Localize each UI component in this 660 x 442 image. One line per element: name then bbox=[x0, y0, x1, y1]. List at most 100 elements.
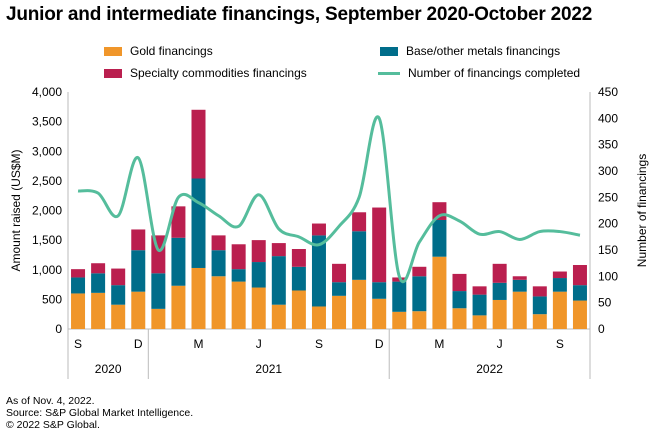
bar-specialty bbox=[211, 235, 226, 251]
year-label: 2021 bbox=[255, 362, 282, 376]
legend-label: Gold financings bbox=[130, 44, 213, 58]
bar-gold bbox=[191, 267, 206, 329]
x-tick-label: M bbox=[434, 337, 444, 351]
legend-base: Base/other metals financings bbox=[380, 44, 560, 58]
bar-base bbox=[512, 279, 527, 292]
bar-specialty bbox=[472, 286, 487, 295]
bar-base bbox=[352, 231, 367, 280]
y2-tick-label: 300 bbox=[598, 164, 618, 178]
bar-specialty bbox=[171, 206, 186, 238]
y-tick-label: 4,000 bbox=[32, 85, 62, 99]
x-tick-label: D bbox=[134, 337, 143, 351]
y-tick-label: 500 bbox=[42, 292, 62, 306]
bar-base bbox=[432, 219, 447, 257]
y-tick-label: 2,500 bbox=[32, 174, 62, 188]
chart-title: Junior and intermediate financings, Sept… bbox=[6, 4, 593, 25]
y-axis-label: Amount raised (US$M) bbox=[9, 149, 23, 271]
footer-source: Source: S&P Global Market Intelligence. bbox=[6, 407, 194, 419]
legend-label: Specialty commodities financings bbox=[130, 66, 307, 80]
bar-gold bbox=[392, 311, 407, 329]
x-tick-label: J bbox=[497, 337, 503, 351]
bar-specialty bbox=[71, 269, 86, 278]
bar-base bbox=[111, 285, 126, 305]
x-tick-label: D bbox=[375, 337, 384, 351]
y2-tick-label: 250 bbox=[598, 190, 618, 204]
bar-base bbox=[311, 235, 326, 307]
bar-gold bbox=[111, 304, 126, 329]
bar-gold bbox=[412, 311, 427, 329]
bar-base bbox=[271, 256, 286, 305]
y2-tick-label: 200 bbox=[598, 217, 618, 231]
bar-gold bbox=[211, 276, 226, 329]
legend-count: Number of financings completed bbox=[378, 66, 580, 80]
bar-specialty bbox=[251, 240, 266, 263]
bar-gold bbox=[472, 315, 487, 329]
bar-gold bbox=[432, 256, 447, 329]
bar-base bbox=[372, 282, 387, 299]
bar-specialty bbox=[452, 273, 467, 292]
y2-tick-label: 100 bbox=[598, 269, 618, 283]
y-tick-label: 3,000 bbox=[32, 144, 62, 158]
y-tick-label: 1,500 bbox=[32, 233, 62, 247]
bar-gold bbox=[311, 306, 326, 329]
bar-gold bbox=[532, 314, 547, 329]
legend-label: Number of financings completed bbox=[408, 66, 581, 80]
bar-gold bbox=[452, 308, 467, 329]
y2-tick-label: 0 bbox=[598, 322, 605, 336]
legend-swatch bbox=[380, 46, 398, 56]
x-tick-label: S bbox=[315, 337, 323, 351]
legend-gold: Gold financings bbox=[104, 44, 213, 58]
bar-specialty bbox=[291, 249, 306, 267]
bar-specialty bbox=[332, 263, 347, 283]
bar-gold bbox=[271, 304, 286, 329]
y-tick-label: 0 bbox=[55, 322, 62, 336]
y-tick-label: 1,000 bbox=[32, 263, 62, 277]
bar-base bbox=[251, 262, 266, 288]
bar-gold bbox=[71, 293, 86, 329]
bar-base bbox=[211, 250, 226, 277]
bar-gold bbox=[171, 285, 186, 329]
bar-specialty bbox=[271, 243, 286, 257]
bar-specialty bbox=[231, 244, 246, 270]
bar-base bbox=[552, 278, 567, 292]
bar-gold bbox=[492, 299, 507, 329]
bar-base bbox=[171, 237, 186, 286]
y2-axis-label: Number of financings bbox=[635, 154, 649, 267]
x-tick-label: S bbox=[74, 337, 82, 351]
bar-base bbox=[131, 250, 146, 292]
bar-specialty bbox=[572, 265, 587, 286]
year-label: 2020 bbox=[95, 362, 122, 376]
legend-line bbox=[378, 71, 400, 75]
bar-base bbox=[332, 282, 347, 296]
legend-swatch bbox=[104, 46, 122, 56]
legend-specialty: Specialty commodities financings bbox=[104, 66, 307, 80]
bar-specialty bbox=[552, 271, 567, 279]
bar-base bbox=[452, 291, 467, 309]
bar-specialty bbox=[311, 223, 326, 236]
y2-tick-label: 350 bbox=[598, 138, 618, 152]
bar-base bbox=[392, 281, 407, 312]
bar-base bbox=[71, 277, 86, 294]
x-tick-label: J bbox=[256, 337, 262, 351]
y2-tick-label: 450 bbox=[598, 85, 618, 99]
line-number-of-financings bbox=[77, 115, 581, 283]
footer-asof: As of Nov. 4, 2022. bbox=[6, 395, 95, 407]
bar-base bbox=[532, 296, 547, 315]
y-tick-label: 3,500 bbox=[32, 115, 62, 129]
bar-base bbox=[291, 266, 306, 291]
bar-gold bbox=[572, 300, 587, 329]
bar-specialty bbox=[412, 266, 427, 277]
bar-specialty bbox=[492, 263, 507, 283]
bar-specialty bbox=[512, 276, 527, 280]
bar-base bbox=[412, 276, 427, 312]
bar-gold bbox=[251, 287, 266, 329]
bar-gold bbox=[151, 308, 166, 329]
bar-gold bbox=[552, 291, 567, 329]
legend-swatch bbox=[104, 68, 122, 78]
y2-tick-label: 150 bbox=[598, 243, 618, 257]
y2-tick-label: 400 bbox=[598, 111, 618, 125]
bar-gold bbox=[332, 295, 347, 329]
bar-specialty bbox=[131, 229, 146, 251]
bar-specialty bbox=[111, 268, 126, 286]
x-tick-label: M bbox=[194, 337, 204, 351]
